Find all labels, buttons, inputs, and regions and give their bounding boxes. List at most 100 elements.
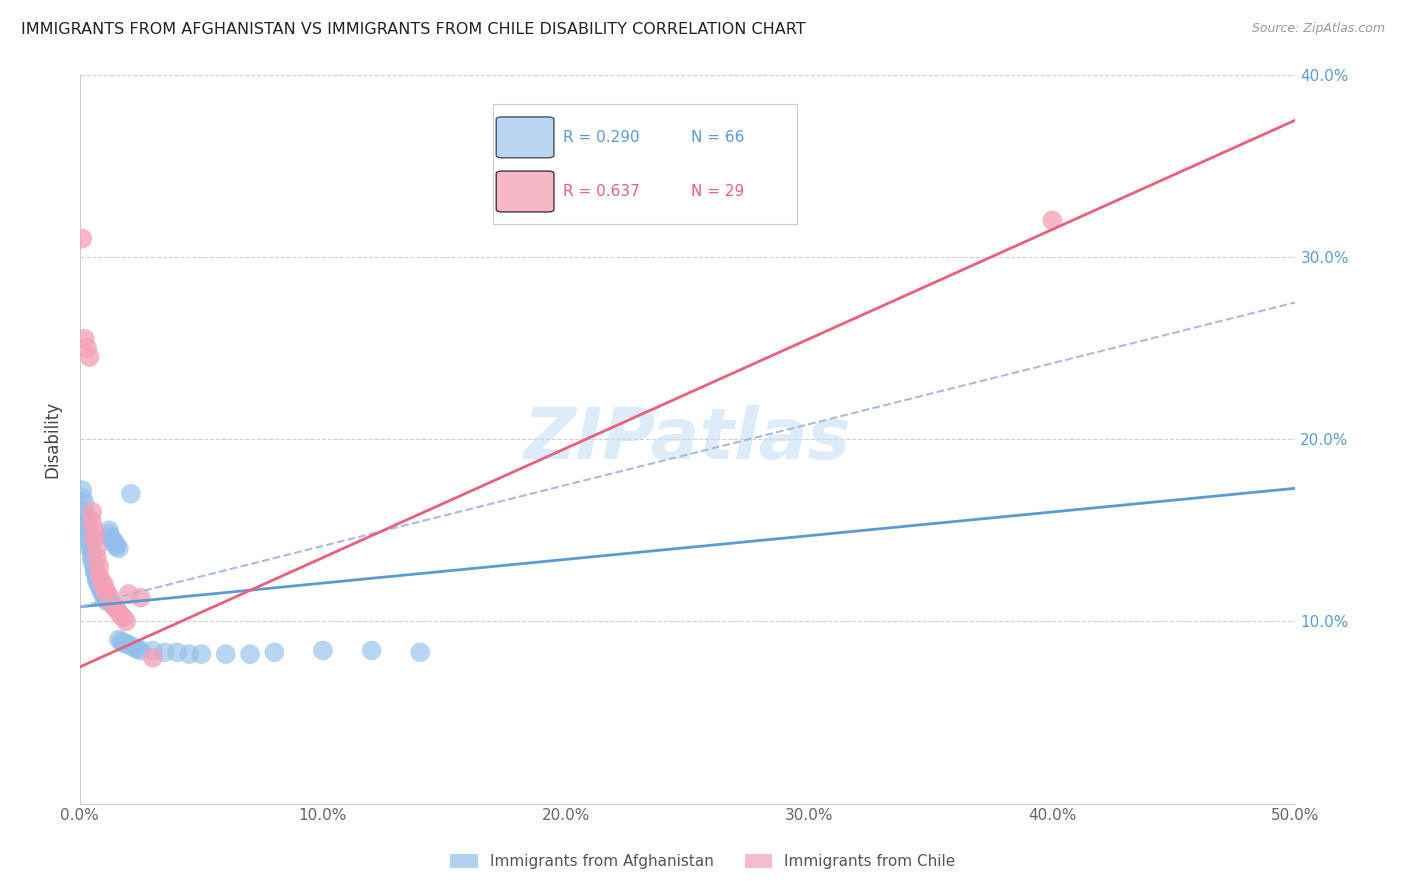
Point xyxy=(89,559,111,574)
Point xyxy=(89,576,111,591)
Point xyxy=(98,526,121,541)
Point xyxy=(72,491,94,505)
Point xyxy=(72,231,94,245)
Point xyxy=(96,585,118,599)
Point xyxy=(96,594,118,608)
Point xyxy=(76,523,98,537)
Point xyxy=(98,523,121,537)
Point xyxy=(105,540,128,554)
Point xyxy=(76,341,98,355)
Point xyxy=(79,541,101,556)
Point xyxy=(83,558,105,572)
Point xyxy=(107,541,129,556)
Point xyxy=(263,645,285,659)
Point xyxy=(86,550,108,565)
Point xyxy=(107,605,129,619)
Point xyxy=(86,573,108,587)
Text: ZIPatlas: ZIPatlas xyxy=(524,405,852,474)
Point xyxy=(79,350,101,364)
Point xyxy=(80,545,103,559)
Point xyxy=(125,641,148,656)
Point xyxy=(93,591,115,605)
Point xyxy=(93,578,115,592)
Text: Source: ZipAtlas.com: Source: ZipAtlas.com xyxy=(1251,22,1385,36)
Point xyxy=(120,487,142,501)
Point xyxy=(190,647,212,661)
Point xyxy=(72,483,94,497)
Point xyxy=(89,580,111,594)
Point xyxy=(90,582,112,596)
Point xyxy=(215,647,238,661)
Point xyxy=(100,596,122,610)
Point xyxy=(89,578,111,592)
Point xyxy=(76,526,98,541)
Point xyxy=(1040,213,1063,227)
Point xyxy=(312,643,335,657)
Point xyxy=(83,533,105,547)
Point xyxy=(83,559,105,574)
Point xyxy=(142,643,165,657)
Point xyxy=(86,541,108,556)
Point xyxy=(90,583,112,598)
Point xyxy=(93,587,115,601)
Point xyxy=(80,549,103,563)
Point xyxy=(112,610,135,624)
Point xyxy=(127,641,149,656)
Point xyxy=(93,589,115,603)
Point xyxy=(73,332,96,346)
Point xyxy=(80,505,103,519)
Point xyxy=(76,519,98,533)
Legend: Immigrants from Afghanistan, Immigrants from Chile: Immigrants from Afghanistan, Immigrants … xyxy=(444,848,962,875)
Point xyxy=(86,574,108,589)
Point xyxy=(86,571,108,585)
Point xyxy=(129,591,152,605)
Point xyxy=(73,496,96,510)
Point xyxy=(73,508,96,523)
Point xyxy=(83,563,105,577)
Point xyxy=(103,599,125,614)
Point xyxy=(103,534,125,549)
Point xyxy=(93,582,115,596)
Point xyxy=(105,538,128,552)
Point xyxy=(117,638,139,652)
Point xyxy=(166,645,188,659)
Y-axis label: Disability: Disability xyxy=(44,401,60,477)
Point xyxy=(90,585,112,599)
Point xyxy=(142,650,165,665)
Point xyxy=(360,643,382,657)
Point xyxy=(96,592,118,607)
Point xyxy=(73,505,96,519)
Point xyxy=(409,645,432,659)
Point xyxy=(239,647,262,661)
Point xyxy=(80,514,103,528)
Point xyxy=(105,601,128,615)
Point xyxy=(90,574,112,589)
Point xyxy=(115,636,138,650)
Point xyxy=(179,647,201,661)
Text: IMMIGRANTS FROM AFGHANISTAN VS IMMIGRANTS FROM CHILE DISABILITY CORRELATION CHAR: IMMIGRANTS FROM AFGHANISTAN VS IMMIGRANT… xyxy=(21,22,806,37)
Point xyxy=(117,587,139,601)
Point xyxy=(153,645,176,659)
Point xyxy=(79,533,101,547)
Point xyxy=(110,608,132,623)
Point xyxy=(80,550,103,565)
Point xyxy=(122,640,145,654)
Point xyxy=(86,568,108,582)
Point xyxy=(98,589,121,603)
Point xyxy=(129,643,152,657)
Point xyxy=(76,514,98,528)
Point xyxy=(83,523,105,537)
Point xyxy=(107,632,129,647)
Point xyxy=(100,533,122,547)
Point xyxy=(100,531,122,545)
Point xyxy=(98,592,121,607)
Point xyxy=(112,636,135,650)
Point xyxy=(110,634,132,648)
Point xyxy=(80,554,103,568)
Point xyxy=(115,615,138,629)
Point xyxy=(79,529,101,543)
Point xyxy=(83,565,105,579)
Point xyxy=(103,536,125,550)
Point xyxy=(89,568,111,582)
Point xyxy=(79,536,101,550)
